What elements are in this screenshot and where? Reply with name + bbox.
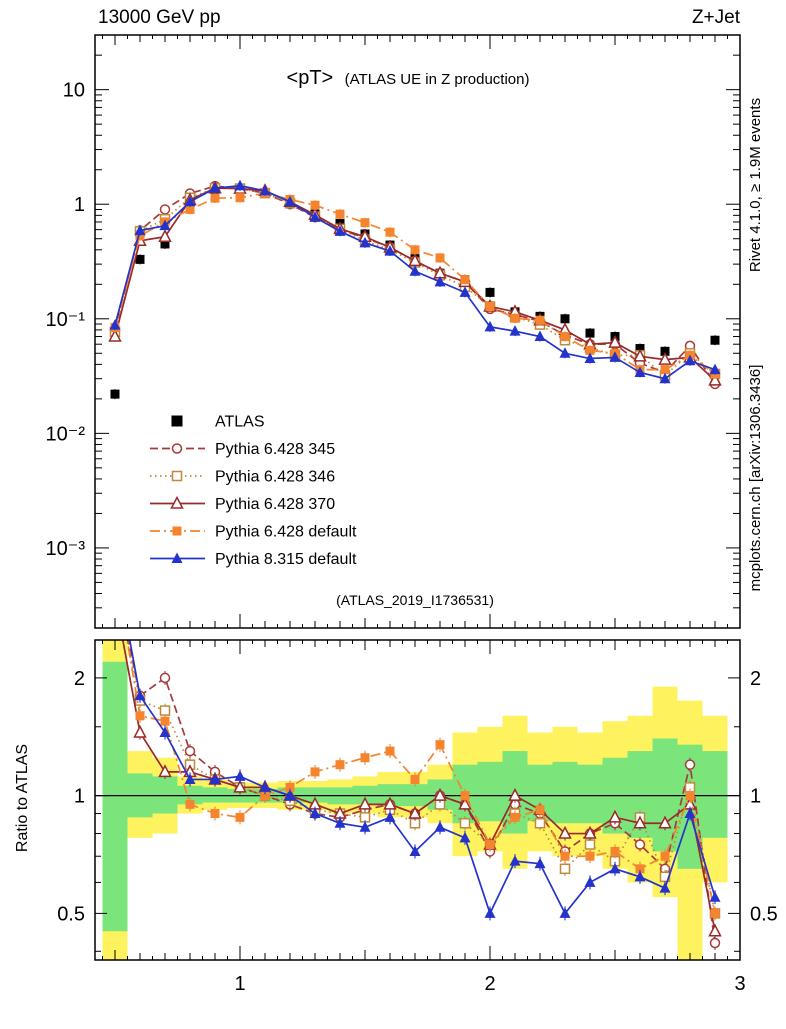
y-tick-label: 1 bbox=[74, 194, 85, 216]
legend-label: Pythia 8.315 default bbox=[215, 551, 357, 568]
plot-title: <pT> (ATLAS UE in Z production) bbox=[287, 67, 530, 89]
legend-item-pythia-6-428-345: Pythia 6.428 345 bbox=[150, 441, 335, 458]
legend-label: Pythia 6.428 default bbox=[215, 524, 357, 541]
ratio-series bbox=[121, 640, 722, 950]
panel-frames bbox=[94, 34, 741, 961]
legend-label: Pythia 6.428 370 bbox=[215, 496, 335, 513]
legend-item-atlas: ATLAS bbox=[171, 414, 265, 431]
ratio-tick-label-right: 2 bbox=[750, 668, 761, 690]
top-series bbox=[108, 179, 722, 400]
ratio-axis-title: Ratio to ATLAS bbox=[14, 744, 31, 852]
ratio-tick-label-left: 1 bbox=[74, 786, 85, 808]
series-top-pythia-6-428-346 bbox=[109, 182, 721, 381]
plot-title-sub: (ATLAS UE in Z production) bbox=[345, 71, 530, 88]
y-tick-label: 10⁻¹ bbox=[46, 309, 86, 331]
ratio-tick-label-right: 0.5 bbox=[750, 903, 778, 925]
legend-item-pythia-6-428-default: Pythia 6.428 default bbox=[150, 524, 357, 541]
y-tick-label: 10⁻³ bbox=[46, 538, 86, 560]
axis-ticks bbox=[95, 35, 740, 960]
y-tick-label: 10⁻² bbox=[46, 423, 86, 445]
series-ratio-pythia-6-428-default bbox=[126, 640, 720, 921]
legend-item-pythia-6-428-346: Pythia 6.428 346 bbox=[150, 469, 335, 486]
green-band bbox=[102, 661, 728, 932]
rivet-version-note: Rivet 4.1.0, ≥ 1.9M events bbox=[747, 98, 764, 272]
legend: ATLAS Pythia 6.428 345 Pythia 6.428 346 Pyt… bbox=[150, 414, 357, 568]
ratio-tick-label-left: 2 bbox=[74, 668, 85, 690]
mcplots-source-note: mcplots.cern.ch [arXiv:1306.3436] bbox=[747, 365, 764, 592]
legend-label: ATLAS bbox=[215, 414, 265, 431]
axis-labels: 10 1 10⁻¹ 10⁻² 10⁻³ 2 2 1 1 0.5 0.5 1 2 3 bbox=[46, 80, 778, 995]
legend-item-pythia-6-428-370: Pythia 6.428 370 bbox=[150, 495, 335, 513]
ratio-tick-label-left: 0.5 bbox=[57, 903, 85, 925]
uncertainty-bands bbox=[102, 640, 728, 960]
header-energy: 13000 GeV pp bbox=[98, 7, 221, 28]
series-top-pythia-6-428-345 bbox=[109, 180, 721, 390]
legend-label: Pythia 6.428 346 bbox=[215, 469, 335, 486]
x-tick-label: 2 bbox=[484, 973, 495, 995]
x-tick-label: 1 bbox=[234, 973, 245, 995]
ratio-panel-frame bbox=[94, 639, 741, 961]
legend-label: Pythia 6.428 345 bbox=[215, 441, 335, 458]
series-top-pythia-6-428-370 bbox=[108, 180, 722, 386]
y-tick-label: 10 bbox=[63, 80, 85, 102]
watermark: (ATLAS_2019_I1736531) bbox=[336, 592, 494, 608]
header-process: Z+Jet bbox=[692, 7, 741, 28]
top-panel-frame bbox=[94, 34, 741, 629]
series-top-atlas bbox=[110, 186, 720, 400]
series-ratio-pythia-8-315-default bbox=[128, 640, 721, 921]
ratio-tick-label-right: 1 bbox=[750, 786, 761, 808]
x-tick-label: 3 bbox=[734, 973, 745, 995]
plot-title-main: <pT> bbox=[287, 67, 334, 89]
series-top-pythia-8-315-default bbox=[109, 179, 721, 384]
legend-item-pythia-8-315-default: Pythia 8.315 default bbox=[150, 551, 357, 568]
